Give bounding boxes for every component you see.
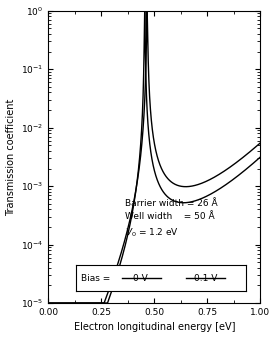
Y-axis label: Transmission coefficient: Transmission coefficient xyxy=(6,98,15,216)
Text: Barrier width = 26 Å
Well width    = 50 Å
$V_0$ = 1.2 eV: Barrier width = 26 Å Well width = 50 Å $… xyxy=(125,199,217,239)
X-axis label: Electron longitudinal energy [eV]: Electron longitudinal energy [eV] xyxy=(74,322,235,333)
